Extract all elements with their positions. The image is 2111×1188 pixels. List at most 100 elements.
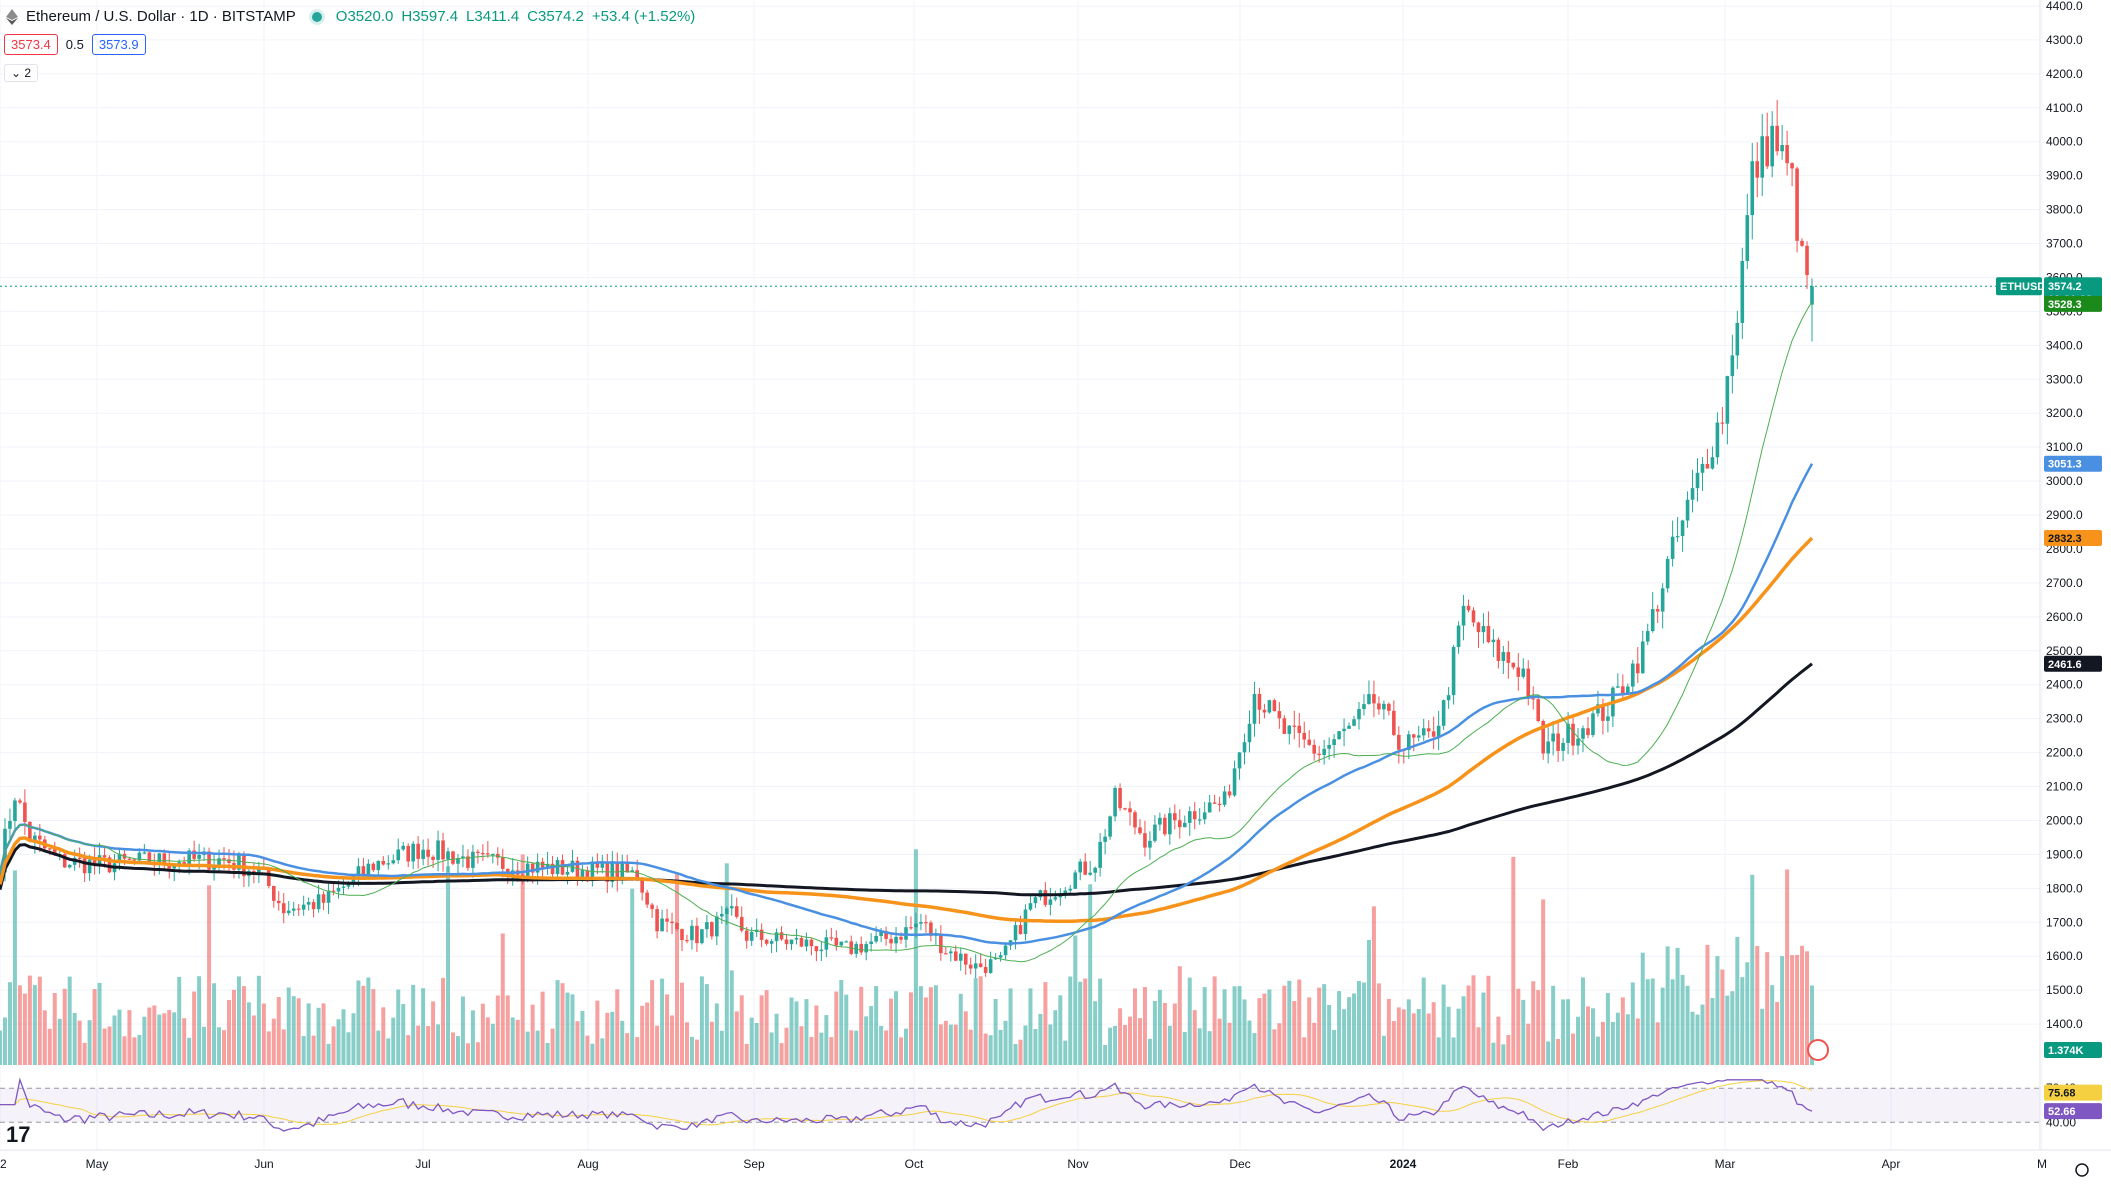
candle-body[interactable]: [1118, 788, 1122, 809]
candle-body[interactable]: [724, 908, 729, 914]
candle-body[interactable]: [1113, 788, 1117, 817]
candle-body[interactable]: [600, 861, 605, 868]
candle-body[interactable]: [18, 800, 22, 803]
candle-body[interactable]: [1053, 897, 1058, 900]
candle-body[interactable]: [715, 916, 719, 937]
candle-body[interactable]: [1297, 725, 1302, 733]
candle-body[interactable]: [585, 870, 590, 882]
candles[interactable]: [0, 100, 1814, 979]
candle-body[interactable]: [675, 923, 679, 930]
candle-body[interactable]: [1088, 872, 1092, 875]
candle-body[interactable]: [1128, 808, 1132, 813]
candle-body[interactable]: [844, 941, 849, 943]
candle-body[interactable]: [182, 862, 186, 865]
candle-body[interactable]: [1735, 322, 1740, 356]
candle-body[interactable]: [764, 939, 769, 944]
candle-body[interactable]: [1138, 827, 1142, 834]
candle-body[interactable]: [914, 923, 918, 928]
candle-body[interactable]: [864, 944, 868, 953]
candle-body[interactable]: [530, 863, 535, 873]
candle-body[interactable]: [944, 953, 948, 955]
candle-body[interactable]: [575, 860, 580, 879]
candle-body[interactable]: [1645, 631, 1650, 642]
candle-body[interactable]: [411, 843, 415, 862]
candle-body[interactable]: [1387, 703, 1391, 711]
candle-body[interactable]: [535, 861, 540, 873]
candle-body[interactable]: [1277, 711, 1282, 719]
candle-body[interactable]: [1357, 709, 1361, 720]
candle-body[interactable]: [665, 918, 669, 922]
candle-body[interactable]: [615, 863, 620, 880]
candle-body[interactable]: [700, 929, 704, 944]
candle-body[interactable]: [356, 866, 361, 876]
candle-body[interactable]: [301, 904, 306, 910]
candle-body[interactable]: [281, 903, 286, 914]
candle-body[interactable]: [1431, 731, 1436, 737]
candle-body[interactable]: [1800, 240, 1804, 246]
candle-body[interactable]: [1705, 464, 1710, 469]
tradingview-logo-icon[interactable]: 17: [6, 1122, 30, 1147]
candle-body[interactable]: [1750, 161, 1755, 216]
candle-body[interactable]: [257, 867, 261, 874]
candle-body[interactable]: [381, 860, 386, 865]
candle-body[interactable]: [1466, 605, 1471, 611]
candle-body[interactable]: [276, 900, 281, 904]
candle-body[interactable]: [197, 854, 201, 859]
candle-body[interactable]: [1317, 753, 1321, 756]
candle-body[interactable]: [1103, 836, 1107, 842]
candle-body[interactable]: [132, 859, 137, 861]
candle-body[interactable]: [1342, 728, 1346, 732]
candle-body[interactable]: [710, 922, 714, 937]
candle-body[interactable]: [451, 851, 455, 864]
candle-body[interactable]: [1217, 803, 1222, 806]
candle-body[interactable]: [1805, 245, 1809, 276]
candle-body[interactable]: [1665, 558, 1670, 589]
candle-body[interactable]: [286, 910, 291, 914]
candle-body[interactable]: [695, 925, 699, 944]
candle-body[interactable]: [87, 859, 92, 874]
candle-body[interactable]: [416, 843, 420, 859]
candle-body[interactable]: [466, 856, 470, 868]
candle-body[interactable]: [839, 941, 844, 946]
candle-body[interactable]: [1158, 817, 1162, 825]
candle-body[interactable]: [1635, 663, 1640, 674]
candle-body[interactable]: [52, 849, 57, 855]
candle-body[interactable]: [1760, 136, 1765, 178]
candle-body[interactable]: [237, 855, 241, 870]
candle-body[interactable]: [779, 932, 784, 940]
candle-body[interactable]: [1516, 667, 1521, 677]
candle-body[interactable]: [1302, 732, 1307, 740]
candle-body[interactable]: [1247, 723, 1252, 743]
candle-body[interactable]: [1382, 703, 1386, 710]
candle-body[interactable]: [117, 853, 122, 864]
candle-body[interactable]: [291, 908, 296, 911]
candle-body[interactable]: [968, 964, 973, 969]
candle-body[interactable]: [1352, 719, 1356, 726]
candle-body[interactable]: [1780, 145, 1784, 152]
candle-body[interactable]: [321, 894, 326, 903]
candle-body[interactable]: [1232, 768, 1237, 796]
candle-body[interactable]: [998, 955, 1003, 958]
time-axis[interactable]: 2 May Jun Jul Aug Sep Oct Nov Dec 2024 Feb Mar Apr M: [0, 1149, 2111, 1171]
candle-body[interactable]: [1312, 744, 1316, 754]
candle-body[interactable]: [789, 939, 794, 945]
candle-body[interactable]: [1551, 733, 1555, 742]
candle-body[interactable]: [441, 840, 445, 860]
candle-body[interactable]: [1561, 743, 1565, 751]
candle-body[interactable]: [33, 835, 37, 842]
candle-body[interactable]: [1207, 802, 1212, 813]
candle-body[interactable]: [869, 941, 873, 945]
candle-body[interactable]: [486, 853, 490, 855]
candle-body[interactable]: [28, 821, 32, 842]
candle-body[interactable]: [1083, 861, 1088, 875]
candle-body[interactable]: [744, 930, 749, 941]
candle-body[interactable]: [162, 853, 167, 865]
candle-body[interactable]: [1586, 728, 1590, 736]
candle-body[interactable]: [1576, 738, 1580, 746]
candle-body[interactable]: [1292, 725, 1297, 727]
candle-body[interactable]: [1013, 925, 1018, 941]
candle-body[interactable]: [187, 850, 191, 865]
candle-body[interactable]: [1347, 725, 1351, 729]
candle-body[interactable]: [1168, 813, 1172, 835]
candle-body[interactable]: [1441, 700, 1446, 726]
